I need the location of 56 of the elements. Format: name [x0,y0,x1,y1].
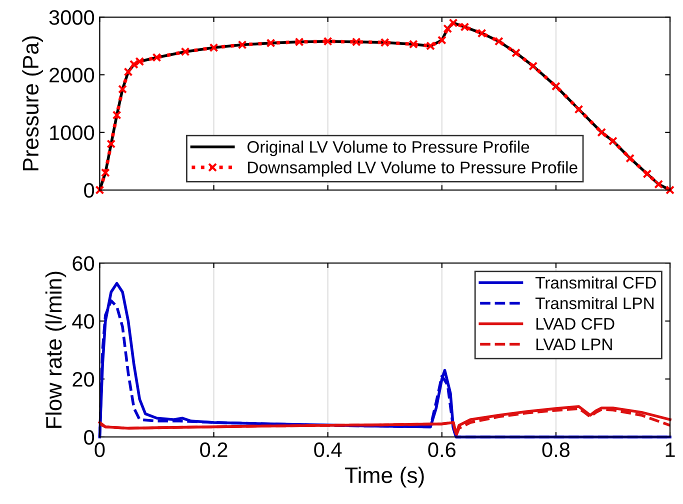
y-tick-label: 1000 [50,125,94,140]
point [654,180,664,189]
legend-label: LVAD LPN [536,338,612,350]
x-tick-label: 0.6 [428,442,456,458]
x-tick-label: 0.4 [314,442,342,458]
point [380,38,390,48]
point [642,169,652,178]
point [352,37,361,46]
y-tick-label: 2000 [50,68,94,83]
legend-label: Transmitral LPN [535,296,654,310]
x-tick-label: 0 [94,442,105,458]
point [209,43,218,52]
point [106,139,116,148]
point [494,36,504,46]
legend-label: Transmitral CFD [535,276,656,289]
x-axis-title: Time (s) [345,466,424,488]
point [426,41,436,50]
point [666,185,675,195]
point [95,185,104,195]
point [437,36,446,45]
y-tick-label: 0 [84,430,94,445]
legend-label: LVAD CFD [536,318,614,330]
x-tick-label: 0.2 [200,442,228,458]
point [152,52,162,62]
point [477,28,486,38]
point [100,168,110,178]
point [112,110,122,120]
point [408,40,418,49]
legend-label: Original LV Volume to Pressure Profile [247,140,530,156]
point [528,62,538,71]
point [443,24,452,34]
point [118,84,128,94]
point [266,38,276,48]
y-tick-label: 60 [72,256,94,271]
point [608,136,618,146]
legend-label: Downsampled LV Volume to Pressure Profile [248,161,578,177]
point [124,67,133,76]
point [294,37,304,46]
y-tick-label: 20 [72,372,94,387]
point [238,40,247,50]
point [448,18,458,28]
point [626,154,635,163]
point [574,104,584,114]
y-tick-label: 3000 [49,10,94,25]
x-tick-label: 0.8 [542,442,570,458]
y-tick-label: 0 [84,183,94,198]
y-axis-title: Flow rate (l/min) [45,272,66,428]
y-tick-label: 40 [72,314,94,329]
point [597,128,606,137]
point [551,82,560,91]
point [460,22,470,32]
y-axis-title: Pressure (Pa) [22,36,43,170]
point [512,48,521,58]
point [323,36,332,46]
x-tick-label: 1 [666,442,675,457]
point [180,47,190,56]
